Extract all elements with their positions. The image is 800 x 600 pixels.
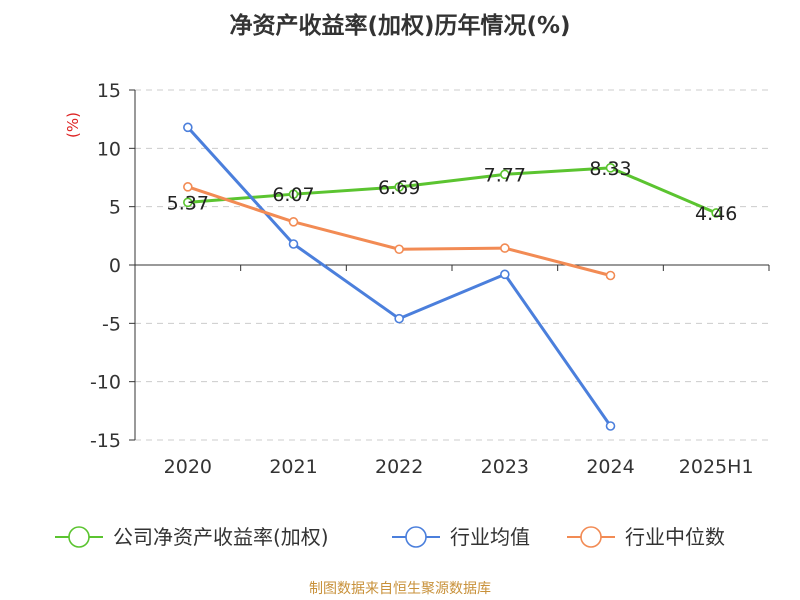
x-tick-label: 2020	[164, 456, 212, 478]
data-point	[183, 182, 193, 192]
data-point	[500, 269, 510, 280]
data-label: 7.77	[484, 164, 526, 186]
data-label: 6.69	[378, 177, 420, 199]
x-tick-label: 2024	[586, 456, 634, 478]
y-axis-label: (%)	[64, 112, 82, 138]
data-point	[394, 182, 404, 192]
source-note: 制图数据来自恒生聚源数据库	[309, 581, 491, 597]
data-point	[394, 313, 404, 324]
legend-marker	[405, 526, 427, 548]
legend-label: 公司净资产收益率(加权)	[113, 525, 329, 549]
y-tick-label: 10	[97, 138, 121, 160]
data-label: 5.37	[167, 192, 209, 214]
data-point	[605, 163, 616, 173]
y-tick-label: -10	[90, 372, 121, 394]
data-point	[288, 239, 299, 249]
legend-label: 行业均值	[450, 525, 530, 549]
data-point	[288, 189, 299, 199]
y-tick-label: 5	[109, 197, 121, 219]
legend-marker	[580, 526, 602, 548]
legend-label: 行业中位数	[625, 525, 725, 549]
x-tick-label: 2022	[375, 456, 423, 478]
series-line	[187, 185, 611, 277]
data-point	[183, 197, 193, 208]
legend-marker	[68, 526, 90, 548]
data-point	[500, 243, 510, 253]
y-tick-label: -15	[90, 430, 121, 452]
y-tick-label: 0	[109, 255, 121, 277]
data-label: 4.46	[695, 203, 737, 225]
y-tick-label: -5	[102, 313, 121, 335]
data-point	[288, 217, 299, 227]
x-tick-label: 2023	[481, 456, 529, 478]
data-label: 6.07	[272, 184, 314, 206]
data-point	[711, 208, 721, 218]
data-point	[500, 169, 510, 180]
data-point	[605, 270, 616, 281]
series-line	[187, 166, 717, 215]
data-label: 8.33	[589, 158, 631, 180]
y-tick-label: 15	[97, 80, 121, 102]
x-tick-label: 2021	[269, 456, 317, 478]
data-point	[605, 421, 616, 431]
data-point	[394, 244, 404, 255]
data-point	[183, 122, 193, 133]
chart-title: 净资产收益率(加权)历年情况(%)	[229, 13, 571, 39]
x-tick-label: 2025H1	[679, 456, 754, 478]
